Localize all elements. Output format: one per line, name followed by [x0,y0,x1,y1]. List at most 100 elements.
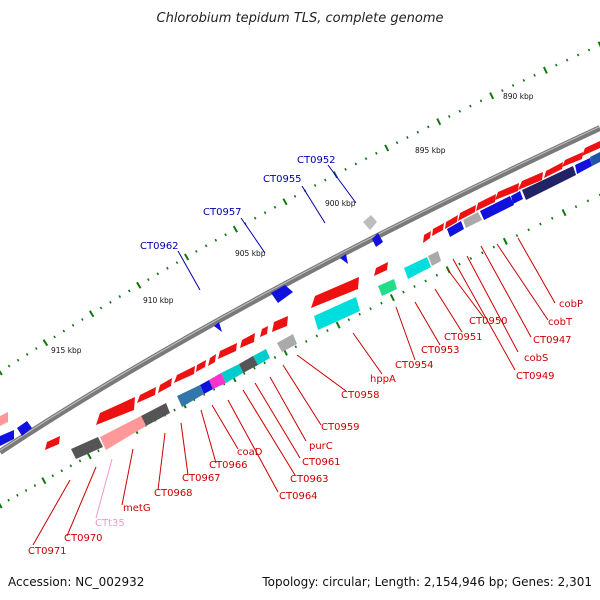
gene-label: CT0964 [279,491,318,502]
major-tick [282,198,288,206]
minor-tick [16,493,19,497]
minor-tick [326,329,329,332]
minor-tick [273,356,277,359]
reverse-gene-labels: cobP cobT CT0947 cobS CT0949 CT0950 CT09… [28,299,583,557]
minor-tick [315,334,319,338]
minor-tick [323,178,327,182]
minor-tick [263,211,267,215]
gene-label: CT0951 [444,332,483,343]
genome-backbone [0,125,600,455]
minor-tick [426,125,430,129]
minor-tick [25,352,29,356]
minor-tick [501,89,504,93]
gene-ct0952 [363,215,377,230]
major-tick [542,66,548,74]
gene-ct0955 [340,254,348,264]
minor-tick [533,73,536,77]
major-tick [41,477,47,485]
minor-tick [347,318,351,322]
minor-tick [166,266,169,270]
minor-tick [354,162,358,166]
minor-tick [479,99,483,103]
gene-label: CT0970 [64,533,103,544]
minor-tick [156,272,160,276]
minor-tick [413,285,416,288]
gene-label: CT0961 [302,457,341,468]
minor-tick [511,84,515,87]
minor-tick [60,469,64,473]
gene-label: purC [309,441,333,452]
minor-tick [293,194,297,198]
minor-tick [118,295,122,298]
major-tick [136,281,142,289]
minor-tick [469,104,472,108]
major-tick [88,310,95,318]
inner-scale-ticks [0,193,600,509]
minor-tick [380,301,383,305]
minor-tick [576,53,580,57]
gene-label: CT0968 [154,488,193,499]
forward-strand-genes [17,215,383,436]
minor-tick [33,484,37,487]
gene-label: CT0957 [203,207,242,218]
minor-tick [435,273,439,277]
minor-tick [53,335,56,339]
gene-label: CT0967 [182,473,221,484]
minor-tick [550,216,554,220]
gene-small-blue [214,322,222,332]
scale-label: 890 kbp [503,92,534,101]
gene-label: CT0971 [28,546,67,557]
scale-labels: 890 kbp 895 kbp 900 kbp 905 kbp 910 kbp 915 k… [51,92,534,355]
gene-label: CTt35 [95,518,125,529]
minor-tick [62,329,66,333]
major-tick [335,321,341,329]
scale-label: 900 kbp [325,199,356,208]
major-tick [86,452,92,460]
minor-tick [7,364,11,368]
minor-tick [173,408,176,412]
minor-tick [344,167,347,171]
minor-tick [447,115,451,118]
minor-tick [481,251,484,255]
minor-tick [24,489,28,492]
minor-tick [522,78,526,82]
gene-label: CT0950 [469,316,508,327]
major-tick [0,370,3,376]
gene-ct0957 [372,233,383,247]
scale-label: 895 kbp [415,146,446,155]
minor-tick [395,141,399,145]
minor-tick [16,358,20,362]
minor-tick [7,498,10,502]
gene-ct0962 [271,285,293,303]
minor-tick [147,278,150,281]
minor-tick [364,157,368,161]
minor-tick [555,63,558,67]
minor-tick [539,222,542,226]
minor-tick [369,307,372,311]
minor-tick [402,290,405,294]
minor-tick [204,244,208,248]
minor-tick [224,233,227,237]
major-tick [184,253,190,261]
gene-label: CT0947 [533,335,572,346]
gene-label: CT0952 [297,155,336,166]
minor-tick [273,205,277,209]
accession-text: Accession: NC_002932 [8,575,144,589]
minor-tick [458,262,461,266]
major-tick [0,502,3,509]
major-tick [389,294,395,302]
minor-tick [97,449,100,453]
map-title: Chlorobium tepidum TLS, complete genome [157,11,444,26]
minor-tick [253,216,257,220]
minor-tick [69,464,73,468]
gene-label: CT0949 [516,371,555,382]
gene-label: CT0954 [395,360,434,371]
minor-tick [313,184,317,187]
gene-label: cobS [524,353,548,364]
minor-tick [416,130,420,134]
minor-tick [214,238,218,242]
scale-ticks [0,41,600,376]
gene-label: CT0958 [341,390,380,401]
major-tick [597,41,600,48]
